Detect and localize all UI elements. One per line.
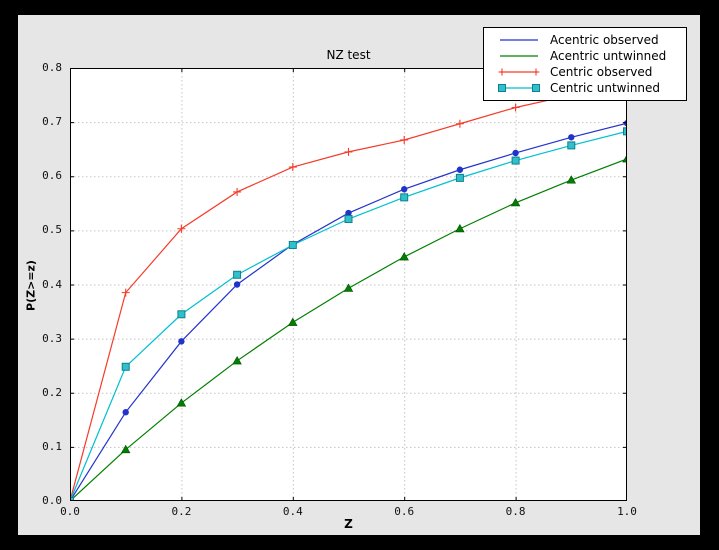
marker-plus <box>177 224 186 233</box>
marker-circle <box>178 338 185 345</box>
marker-plus <box>233 187 242 196</box>
legend: Acentric observed Acentric untwinned Centr… <box>483 27 687 101</box>
y-tick-label: 0.5 <box>42 223 62 237</box>
y-tick-label: 0.8 <box>42 61 62 74</box>
marker-square <box>455 173 464 182</box>
x-tick-label: 0.4 <box>282 505 303 518</box>
legend-square-marker <box>498 84 506 92</box>
marker-triangle <box>622 154 627 163</box>
marker-triangle <box>288 317 298 326</box>
y-tick-label: 0.7 <box>42 115 62 129</box>
marker-square <box>70 497 74 501</box>
marker-plus <box>344 147 353 156</box>
marker-triangle <box>510 197 521 207</box>
x-tick-label: 1.0 <box>617 505 637 518</box>
marker-circle <box>512 149 519 157</box>
marker-triangle <box>343 283 354 292</box>
legend-row: Acentric observed <box>484 32 686 48</box>
marker-square <box>177 310 186 319</box>
legend-plus-marker <box>532 68 540 76</box>
marker-square <box>288 240 297 249</box>
y-tick-label: 0.3 <box>42 331 62 345</box>
x-tick-label: 0.8 <box>505 505 526 518</box>
marker-square <box>623 127 627 136</box>
y-tick-label: 0.6 <box>42 169 62 183</box>
marker-square <box>511 156 520 165</box>
marker-triangle <box>455 223 465 233</box>
marker-circle <box>122 409 129 416</box>
legend-label: Centric untwinned <box>550 81 661 95</box>
marker-triangle <box>120 444 131 454</box>
marker-plus <box>455 119 464 128</box>
marker-triangle <box>399 252 409 261</box>
marker-triangle <box>566 175 577 184</box>
figure-canvas: NZ test 0.0 0.2 0.4 0.6 0.8 1.0 0.0 0.1 0.2 0.3 0… <box>18 15 700 535</box>
marker-circle <box>568 134 575 141</box>
marker-square <box>567 141 576 150</box>
plot-svg <box>70 68 627 501</box>
legend-line-sample <box>498 84 540 92</box>
marker-triangle <box>232 356 242 365</box>
y-axis-label: P(Z>=z) <box>24 260 38 311</box>
axes-frame <box>70 68 627 501</box>
plot-area <box>70 68 627 501</box>
marker-circle <box>456 166 464 173</box>
legend-row: Centric untwinned <box>484 80 686 96</box>
legend-line-sample <box>500 39 538 41</box>
legend-label: Acentric observed <box>550 33 659 47</box>
x-axis-label: Z <box>344 517 353 531</box>
y-tick-label: 0.0 <box>42 494 62 507</box>
marker-circle <box>345 209 352 217</box>
marker-square <box>121 362 130 371</box>
legend-label: Acentric untwinned <box>550 49 667 63</box>
y-tick-label: 0.4 <box>42 277 62 291</box>
legend-plus-marker <box>498 68 506 76</box>
marker-triangle <box>176 398 187 407</box>
x-tick-label: 0.0 <box>60 505 80 518</box>
marker-circle <box>401 186 408 193</box>
legend-line-sample <box>498 68 540 76</box>
chart-title: NZ test <box>326 48 371 62</box>
marker-circle <box>233 281 241 288</box>
y-tick-label: 0.2 <box>42 385 62 399</box>
x-tick-label: 0.6 <box>394 505 415 518</box>
marker-plus <box>400 135 409 144</box>
marker-square <box>233 270 242 279</box>
marker-plus <box>288 163 297 172</box>
legend-row: Acentric untwinned <box>484 48 686 64</box>
legend-line-sample <box>500 55 538 57</box>
legend-row: Centric observed <box>484 64 686 80</box>
marker-square <box>400 193 409 202</box>
y-tick-label: 0.1 <box>42 439 62 453</box>
marker-plus <box>511 103 520 112</box>
marker-plus <box>121 288 130 297</box>
legend-label: Centric observed <box>550 65 653 79</box>
marker-square <box>344 215 353 224</box>
x-tick-label: 0.2 <box>171 505 192 518</box>
legend-square-marker <box>532 84 540 92</box>
